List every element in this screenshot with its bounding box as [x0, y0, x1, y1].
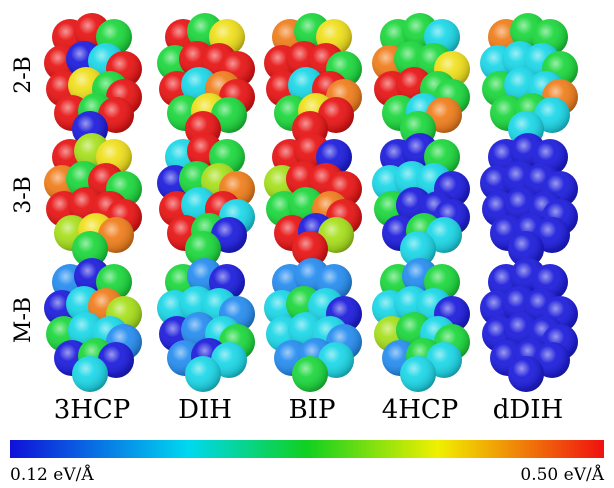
row-label: 3-B — [11, 176, 36, 214]
atom-shade — [292, 356, 328, 392]
atom-shade — [508, 231, 544, 267]
column-label: 3HCP — [54, 395, 131, 425]
cluster — [264, 258, 362, 392]
cluster — [372, 258, 470, 392]
cluster — [480, 258, 578, 392]
cluster — [372, 13, 470, 147]
cluster — [480, 133, 578, 267]
atom-shade — [185, 356, 221, 392]
cluster — [372, 133, 470, 267]
row-label: M-B — [11, 297, 36, 343]
cluster — [44, 133, 142, 267]
atom-shade — [72, 356, 108, 392]
cluster — [157, 258, 255, 392]
atom-shade — [400, 231, 436, 267]
colorbar-max: 0.50 eV/Å — [520, 464, 604, 485]
colorbar — [10, 440, 604, 458]
atom-shade — [508, 356, 544, 392]
column-label: BIP — [289, 395, 336, 425]
cluster — [264, 133, 362, 267]
colorbar-min: 0.12 eV/Å — [10, 464, 94, 485]
column-label: 4HCP — [382, 395, 459, 425]
cluster — [157, 13, 255, 147]
row-label: 2-B — [11, 56, 36, 94]
atom-shade — [72, 231, 108, 267]
atom-shade — [292, 231, 328, 267]
cluster — [157, 133, 255, 267]
atom-shade — [400, 356, 436, 392]
clusters — [44, 13, 578, 392]
cluster — [264, 13, 362, 147]
column-label: dDIH — [493, 395, 563, 425]
cluster — [480, 13, 578, 147]
column-label: DIH — [178, 395, 232, 425]
cluster — [44, 258, 142, 392]
cluster — [44, 13, 142, 147]
atom-shade — [185, 231, 221, 267]
